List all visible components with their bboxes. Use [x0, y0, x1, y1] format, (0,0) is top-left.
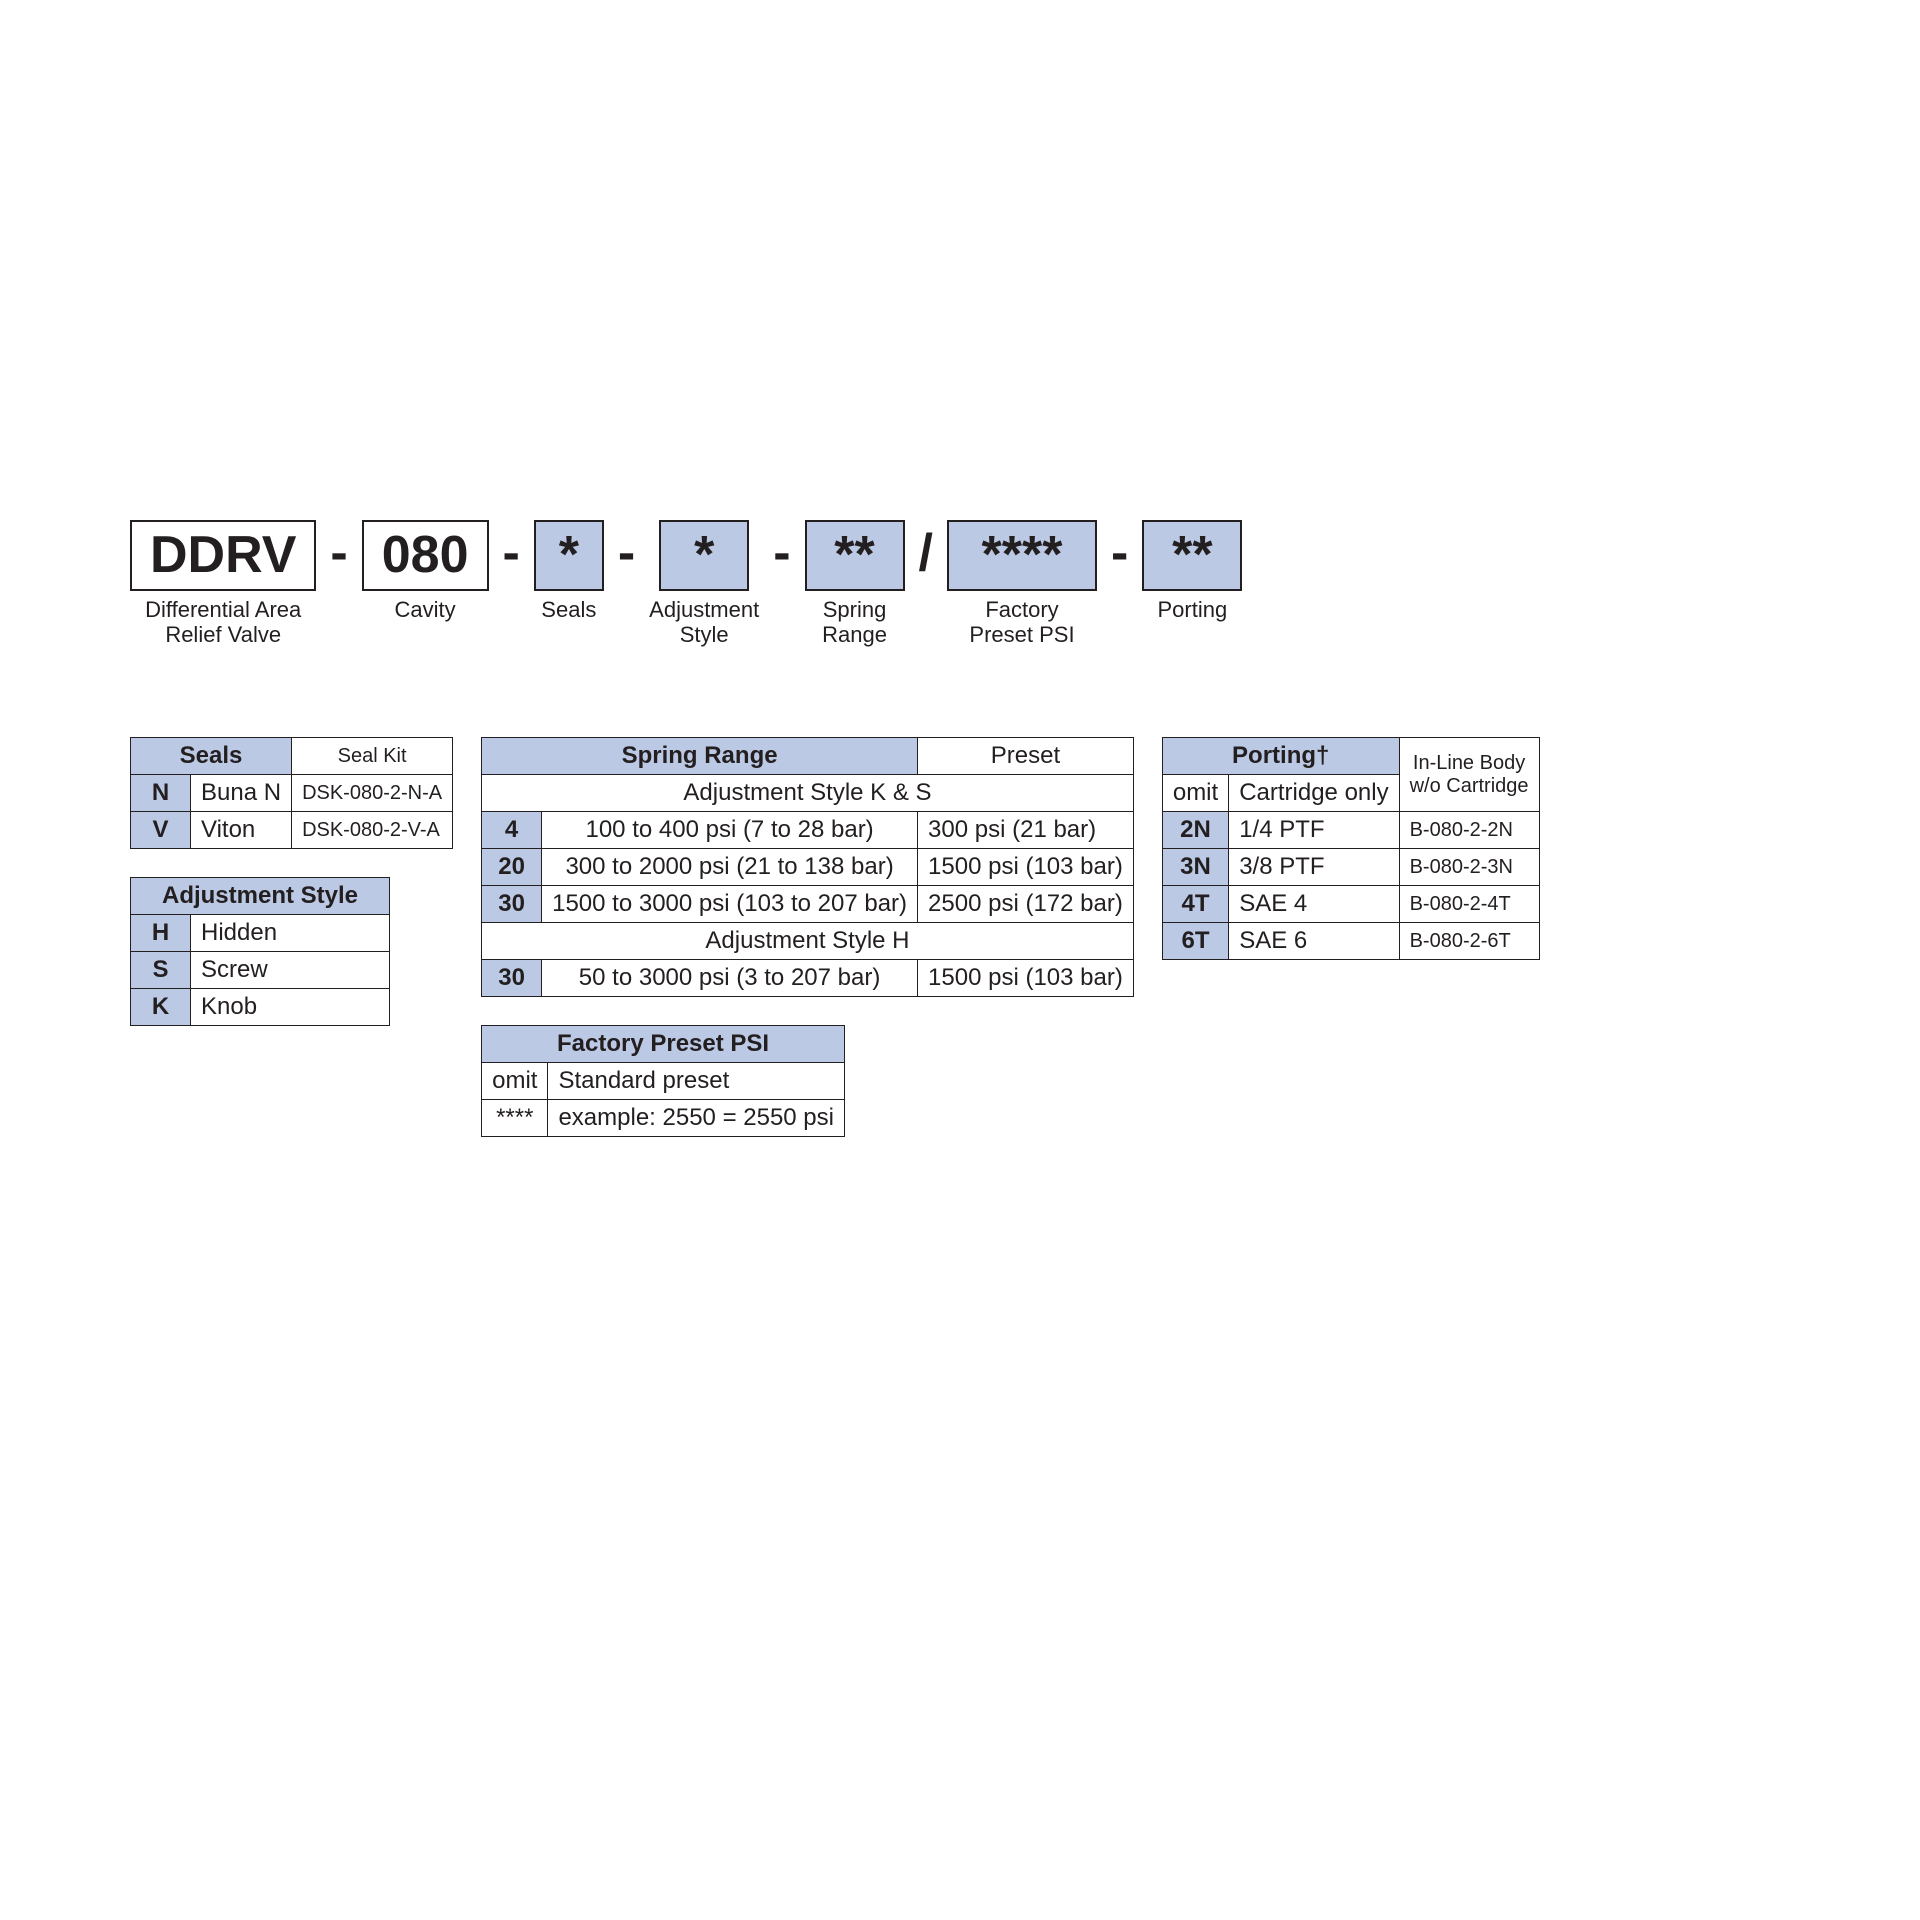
table-row: 30 1500 to 3000 psi (103 to 207 bar) 250…: [482, 886, 1134, 923]
seals-title: Seals: [131, 738, 292, 775]
dash: -: [330, 520, 347, 581]
box-seals: *: [534, 520, 604, 591]
table-row: N Buna N DSK-080-2-N-A: [131, 775, 453, 812]
label-product: Differential Area Relief Valve: [145, 597, 301, 648]
table-spring: Spring Range Preset Adjustment Style K &…: [481, 737, 1134, 997]
seg-spring: ** Spring Range: [805, 520, 905, 647]
table-row: 6T SAE 6 B-080-2-6T: [1162, 923, 1539, 960]
table-row: 4 100 to 400 psi (7 to 28 bar) 300 psi (…: [482, 812, 1134, 849]
table-row: omit Standard preset: [482, 1063, 845, 1100]
spring-preset-hdr: Preset: [918, 738, 1134, 775]
spring-group1: Adjustment Style K & S: [482, 775, 1134, 812]
seg-adjust: * Adjustment Style: [649, 520, 759, 647]
dash: -: [773, 520, 790, 581]
table-row: 3N 3/8 PTF B-080-2-3N: [1162, 849, 1539, 886]
dash: -: [1111, 520, 1128, 581]
table-factory: Factory Preset PSI omit Standard preset …: [481, 1025, 845, 1137]
col-mid: Spring Range Preset Adjustment Style K &…: [481, 737, 1134, 1137]
box-porting: **: [1142, 520, 1242, 591]
table-row: 4T SAE 4 B-080-2-4T: [1162, 886, 1539, 923]
label-spring: Spring Range: [822, 597, 887, 648]
porting-title: Porting†: [1162, 738, 1399, 775]
seg-porting: ** Porting: [1142, 520, 1242, 622]
label-adjust: Adjustment Style: [649, 597, 759, 648]
table-row: 30 50 to 3000 psi (3 to 207 bar) 1500 ps…: [482, 960, 1134, 997]
table-row: 20 300 to 2000 psi (21 to 138 bar) 1500 …: [482, 849, 1134, 886]
table-row: 2N 1/4 PTF B-080-2-2N: [1162, 812, 1539, 849]
table-adjust: Adjustment Style H Hidden S Screw K Knob: [130, 877, 390, 1026]
table-row: V Viton DSK-080-2-V-A: [131, 812, 453, 849]
seg-product: DDRV Differential Area Relief Valve: [130, 520, 316, 647]
spring-title: Spring Range: [482, 738, 918, 775]
box-product: DDRV: [130, 520, 316, 591]
table-porting: Porting† In-Line Body w/o Cartridge omit…: [1162, 737, 1540, 960]
box-spring: **: [805, 520, 905, 591]
box-adjust: *: [659, 520, 749, 591]
col-left: Seals Seal Kit N Buna N DSK-080-2-N-A V …: [130, 737, 453, 1026]
label-seals: Seals: [541, 597, 596, 622]
label-factory: Factory Preset PSI: [969, 597, 1074, 648]
tables-area: Seals Seal Kit N Buna N DSK-080-2-N-A V …: [130, 737, 1790, 1137]
seg-spring-slash-factory: ** Spring Range / **** Factory Preset PS…: [805, 520, 1097, 647]
seg-factory: **** Factory Preset PSI: [947, 520, 1097, 647]
seg-seals: * Seals: [534, 520, 604, 622]
col-right: Porting† In-Line Body w/o Cartridge omit…: [1162, 737, 1540, 960]
table-seals: Seals Seal Kit N Buna N DSK-080-2-N-A V …: [130, 737, 453, 849]
box-factory: ****: [947, 520, 1097, 591]
dash: -: [503, 520, 520, 581]
table-row: K Knob: [131, 989, 390, 1026]
label-porting: Porting: [1157, 597, 1227, 622]
spring-group2: Adjustment Style H: [482, 923, 1134, 960]
factory-title: Factory Preset PSI: [482, 1026, 845, 1063]
ordering-code-row: DDRV Differential Area Relief Valve - 08…: [130, 520, 1790, 647]
dash: -: [618, 520, 635, 581]
adjust-title: Adjustment Style: [131, 878, 390, 915]
table-row: S Screw: [131, 952, 390, 989]
seg-cavity: 080 Cavity: [362, 520, 489, 622]
label-cavity: Cavity: [395, 597, 456, 622]
box-cavity: 080: [362, 520, 489, 591]
slash: /: [919, 520, 933, 581]
table-row: H Hidden: [131, 915, 390, 952]
porting-body-hdr: In-Line Body w/o Cartridge: [1399, 738, 1539, 812]
seals-kit-hdr: Seal Kit: [292, 738, 453, 775]
table-row: **** example: 2550 = 2550 psi: [482, 1100, 845, 1137]
